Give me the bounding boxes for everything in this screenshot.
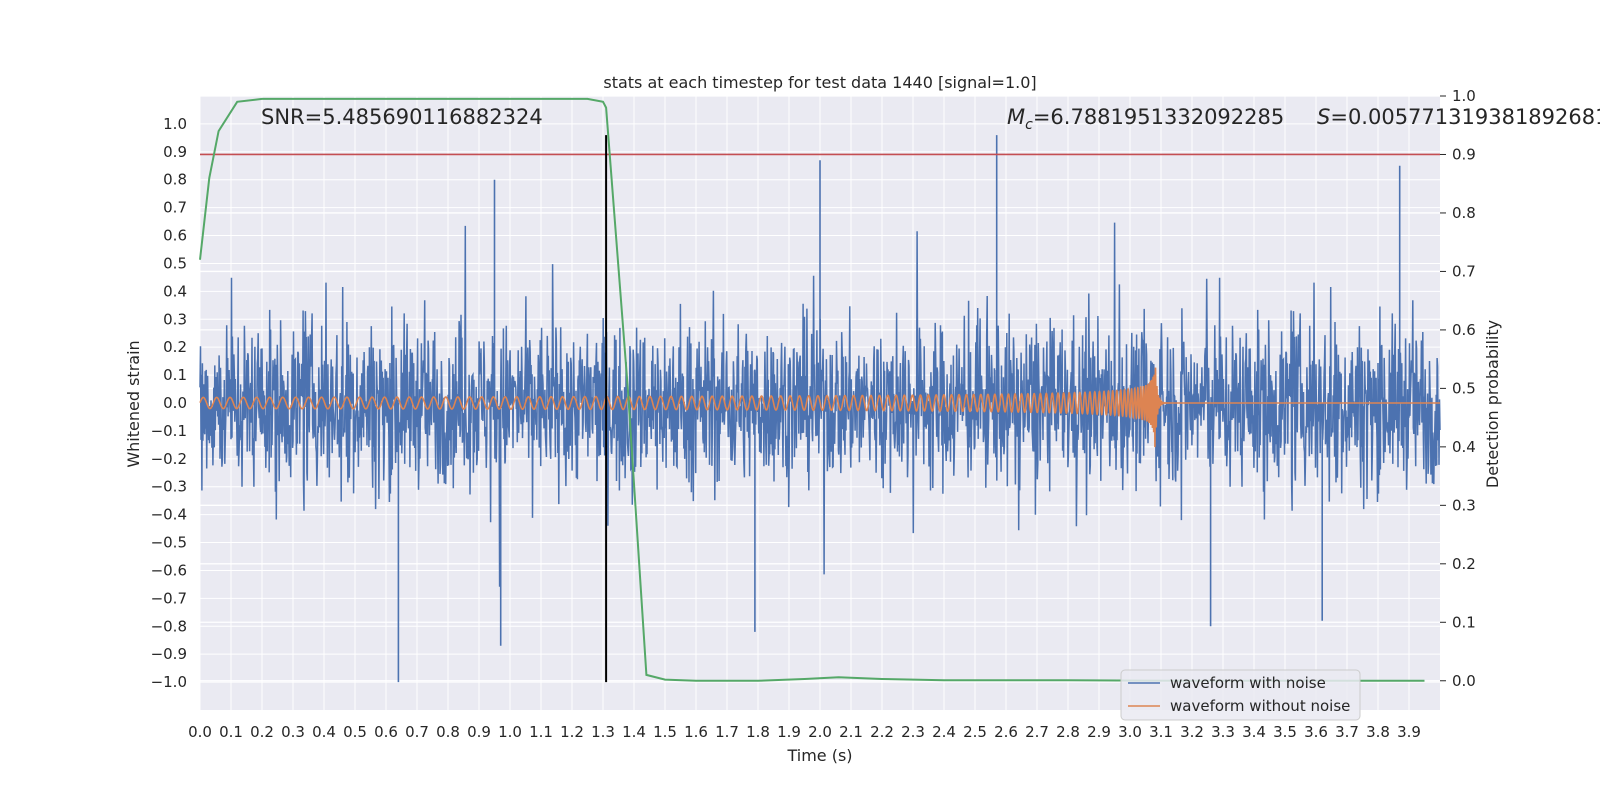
right-tick-label: 0.6 xyxy=(1452,321,1476,339)
y-tick-label: −0.7 xyxy=(151,589,187,607)
x-tick-label: 2.9 xyxy=(1087,723,1111,741)
x-tick-label: 1.9 xyxy=(777,723,801,741)
y-tick-label: 0.7 xyxy=(163,199,187,217)
y-tick-label: 0.1 xyxy=(163,366,187,384)
spin-annotation: S=0.005771319381892681 xyxy=(1317,105,1600,129)
plot-lines xyxy=(199,97,1441,683)
y-tick-label: −0.9 xyxy=(151,645,187,663)
x-tick-label: 2.6 xyxy=(994,723,1018,741)
right-tick-label: 1.0 xyxy=(1452,87,1476,105)
x-tick-label: 1.7 xyxy=(715,723,739,741)
y-tick-label: 1.0 xyxy=(163,115,187,133)
x-tick-label: 2.5 xyxy=(963,723,987,741)
x-tick-label: 2.0 xyxy=(808,723,832,741)
y-tick-label: 0.2 xyxy=(163,338,187,356)
y-tick-label: −0.8 xyxy=(151,617,187,635)
y-tick-label: −1.0 xyxy=(151,673,187,691)
x-tick-label: 1.0 xyxy=(498,723,522,741)
right-tick-labels: 1.0 0.9 0.8 0.7 0.6 0.5 0.4 0.3 0.2 0.1 0.0 xyxy=(1440,87,1476,690)
y-tick-label: 0.4 xyxy=(163,282,187,300)
y-tick-label: 0.8 xyxy=(163,171,187,189)
x-tick-label: 0.0 xyxy=(188,723,212,741)
x-tick-label: 1.5 xyxy=(653,723,677,741)
chirp-mass-symbol: M xyxy=(1007,105,1025,129)
legend-box xyxy=(1120,669,1361,721)
y-tick-label: −0.1 xyxy=(151,422,187,440)
y-tick-label: −0.5 xyxy=(151,534,187,552)
y-axis-label: Whitened strain xyxy=(124,340,143,467)
chart-title: stats at each timestep for test data 144… xyxy=(603,73,1036,92)
x-tick-label: 3.4 xyxy=(1242,723,1266,741)
right-tick-label: 0.4 xyxy=(1452,438,1476,456)
y-tick-label: 0.3 xyxy=(163,310,187,328)
x-tick-label: 3.3 xyxy=(1211,723,1235,741)
right-tick-label: 0.9 xyxy=(1452,145,1476,163)
x-tick-label: 3.1 xyxy=(1149,723,1173,741)
right-tick-label: 0.7 xyxy=(1452,262,1476,280)
x-tick-label: 2.4 xyxy=(932,723,956,741)
x-tick-label: 1.6 xyxy=(684,723,708,741)
chirp-mass-annotation: Mc=6.7881951332092285 xyxy=(1007,105,1284,133)
x-tick-label: 2.1 xyxy=(839,723,863,741)
waveform-without-noise-line xyxy=(199,367,1440,448)
chirp-mass-value: =6.7881951332092285 xyxy=(1033,105,1284,129)
x-axis-label: Time (s) xyxy=(786,746,852,765)
x-tick-label: 3.6 xyxy=(1304,723,1328,741)
x-tick-label: 3.7 xyxy=(1335,723,1359,741)
y-tick-label: 0.6 xyxy=(163,227,187,245)
x-tick-label: 1.4 xyxy=(622,723,646,741)
right-tick-label: 0.8 xyxy=(1452,204,1476,222)
y-tick-labels: 1.0 0.9 0.8 0.7 0.6 0.5 0.4 0.3 0.2 0.1 0.0 −0.1 −0.… xyxy=(151,115,187,691)
y-tick-label: −0.2 xyxy=(151,450,187,468)
x-tick-label: 0.1 xyxy=(219,723,243,741)
x-tick-label: 1.1 xyxy=(529,723,553,741)
right-tick-label: 0.5 xyxy=(1452,379,1476,397)
legend-label-without-noise: waveform without noise xyxy=(1170,697,1350,715)
y-tick-label: 0.0 xyxy=(163,394,187,412)
y-tick-label: 0.5 xyxy=(163,254,187,272)
chirp-mass-subscript: c xyxy=(1025,117,1033,133)
right-tick-label: 0.3 xyxy=(1452,496,1476,514)
x-tick-label: 3.2 xyxy=(1180,723,1204,741)
x-tick-label: 1.2 xyxy=(560,723,584,741)
right-axis-label: Detection probability xyxy=(1483,320,1502,488)
legend: waveform with noise waveform without noi… xyxy=(1120,669,1361,721)
x-tick-label: 0.4 xyxy=(312,723,336,741)
x-tick-label: 2.3 xyxy=(901,723,925,741)
x-tick-labels: 0.0 0.1 0.2 0.3 0.4 0.5 0.6 0.7 0.8 0.9 1.0 1.1 1.2 1… xyxy=(188,723,1421,741)
y-tick-label: 0.9 xyxy=(163,143,187,161)
detection-probability-line xyxy=(199,97,1425,682)
right-tick-label: 0.0 xyxy=(1452,672,1476,690)
y-tick-label: −0.6 xyxy=(151,561,187,579)
x-tick-label: 0.9 xyxy=(467,723,491,741)
x-tick-label: 2.2 xyxy=(870,723,894,741)
x-tick-label: 0.2 xyxy=(250,723,274,741)
legend-label-with-noise: waveform with noise xyxy=(1170,674,1326,692)
x-tick-label: 3.5 xyxy=(1273,723,1297,741)
x-tick-label: 3.9 xyxy=(1397,723,1421,741)
x-tick-label: 0.8 xyxy=(436,723,460,741)
x-tick-label: 0.6 xyxy=(374,723,398,741)
x-tick-label: 0.3 xyxy=(281,723,305,741)
right-tick-label: 0.1 xyxy=(1452,613,1476,631)
x-tick-label: 0.5 xyxy=(343,723,367,741)
y-tick-label: −0.3 xyxy=(151,478,187,496)
x-tick-label: 0.7 xyxy=(405,723,429,741)
snr-annotation: SNR=5.485690116882324 xyxy=(261,105,543,129)
x-tick-label: 1.3 xyxy=(591,723,615,741)
x-tick-label: 2.8 xyxy=(1056,723,1080,741)
x-tick-label: 3.8 xyxy=(1366,723,1390,741)
x-tick-label: 2.7 xyxy=(1025,723,1049,741)
spin-value: =0.005771319381892681 xyxy=(1330,105,1600,129)
right-tick-label: 0.2 xyxy=(1452,555,1476,573)
x-tick-label: 3.0 xyxy=(1118,723,1142,741)
y-tick-label: −0.4 xyxy=(151,506,187,524)
spin-symbol: S xyxy=(1317,105,1330,129)
x-tick-label: 1.8 xyxy=(746,723,770,741)
